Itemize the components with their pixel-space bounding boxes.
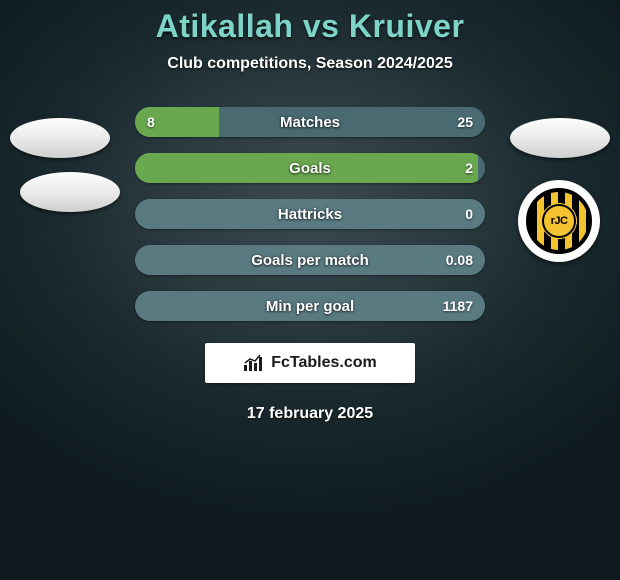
date-text: 17 february 2025 bbox=[0, 405, 620, 423]
stat-label: Goals per match bbox=[135, 245, 485, 275]
stat-row: 0Hattricks bbox=[135, 199, 485, 229]
brand-text: FcTables.com bbox=[271, 354, 377, 372]
stat-label: Goals bbox=[135, 153, 485, 183]
content-wrap: Atikallah vs Kruiver Club competitions, … bbox=[0, 0, 620, 423]
stats-container: 825Matches 2Goals 0Hattricks 0.08Goals per … bbox=[135, 107, 485, 321]
club-crest-wrap: rJC bbox=[518, 180, 600, 262]
player-left-badge-1 bbox=[10, 118, 110, 158]
stat-row: 2Goals bbox=[135, 153, 485, 183]
stat-row: 0.08Goals per match bbox=[135, 245, 485, 275]
player-right-badge-1 bbox=[510, 118, 610, 158]
brand-box: FcTables.com bbox=[205, 343, 415, 383]
stat-label: Min per goal bbox=[135, 291, 485, 321]
player-left-badge-2 bbox=[20, 172, 120, 212]
stat-label: Hattricks bbox=[135, 199, 485, 229]
stat-row: 1187Min per goal bbox=[135, 291, 485, 321]
subtitle: Club competitions, Season 2024/2025 bbox=[0, 55, 620, 73]
club-crest-icon: rJC bbox=[526, 188, 592, 254]
stat-row: 825Matches bbox=[135, 107, 485, 137]
stat-label: Matches bbox=[135, 107, 485, 137]
title: Atikallah vs Kruiver bbox=[0, 8, 620, 45]
club-crest-text: rJC bbox=[542, 204, 576, 238]
brand-chart-icon bbox=[243, 354, 265, 372]
